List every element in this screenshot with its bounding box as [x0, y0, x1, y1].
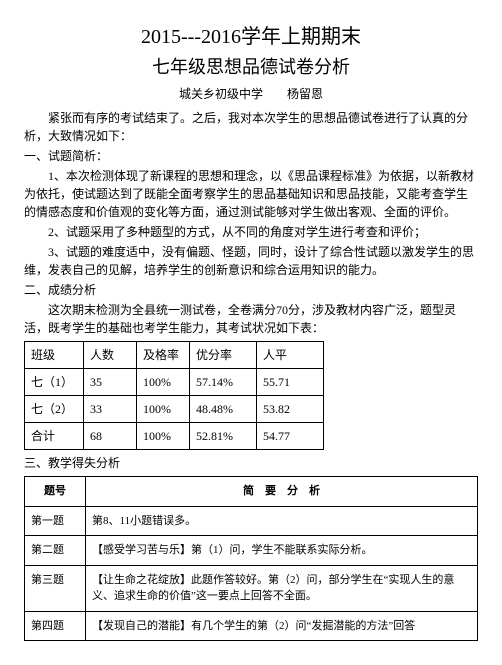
- table-header-row: 题号 简 要 分 析: [25, 477, 478, 507]
- scores-cell: 合计: [25, 423, 84, 450]
- scores-cell: 54.77: [257, 423, 324, 450]
- scores-cell: 52.81%: [190, 423, 257, 450]
- scores-cell: 33: [84, 396, 137, 423]
- analysis-text: 【感受学习苦与乐】第（1）问，学生不能联系实际分析。: [86, 536, 478, 566]
- intro-paragraph: 紧张而有序的考试结束了。之后，我对本次学生的思想品德试卷进行了认真的分析，大致情…: [24, 109, 478, 145]
- scores-cell: 七（1）: [25, 369, 84, 396]
- scores-cell: 七（2）: [25, 396, 84, 423]
- analysis-qnum: 第二题: [25, 536, 86, 566]
- analysis-header: 题号: [25, 477, 86, 507]
- scores-header: 人平: [257, 342, 324, 369]
- table-row: 第一题 第8、11小题错误多。: [25, 506, 478, 536]
- table-row: 第二题 【感受学习苦与乐】第（1）问，学生不能联系实际分析。: [25, 536, 478, 566]
- scores-header: 优分率: [190, 342, 257, 369]
- scores-cell: 35: [84, 369, 137, 396]
- table-row: 第四题 【发现自己的潜能】有几个学生的第（2）问“发掘潜能的方法”回答: [25, 611, 478, 641]
- scores-cell: 68: [84, 423, 137, 450]
- section2-p1: 这次期末检测为全县统一测试卷，全卷满分70分，涉及教材内容广泛，题型灵活，既考学…: [24, 301, 478, 337]
- scores-header: 班级: [25, 342, 84, 369]
- analysis-text: 【让生命之花绽放】此题作答较好。第（2）问，部分学生在“实现人生的意义、追求生命…: [86, 565, 478, 611]
- scores-cell: 48.48%: [190, 396, 257, 423]
- table-header-row: 班级 人数 及格率 优分率 人平: [25, 342, 324, 369]
- analysis-text: 第8、11小题错误多。: [86, 506, 478, 536]
- scores-cell: 100%: [137, 423, 190, 450]
- scores-cell: 55.71: [257, 369, 324, 396]
- title-sub: 七年级思想品德试卷分析: [24, 54, 478, 81]
- table-row: 七（1） 35 100% 57.14% 55.71: [25, 369, 324, 396]
- analysis-qnum: 第三题: [25, 565, 86, 611]
- section3-heading: 三、教学得失分析: [24, 454, 478, 472]
- analysis-header: 简 要 分 析: [86, 477, 478, 507]
- section1-heading: 一、试题简析：: [24, 147, 478, 165]
- analysis-qnum: 第四题: [25, 611, 86, 641]
- analysis-text: 【发现自己的潜能】有几个学生的第（2）问“发掘潜能的方法”回答: [86, 611, 478, 641]
- table-row: 合计 68 100% 52.81% 54.77: [25, 423, 324, 450]
- scores-cell: 100%: [137, 396, 190, 423]
- scores-cell: 53.82: [257, 396, 324, 423]
- section1-p2: 2、试题采用了多种题型的方式，从不同的角度对学生进行考查和评价；: [24, 223, 478, 241]
- section2-heading: 二、成绩分析: [24, 281, 478, 299]
- title-main: 2015---2016学年上期期末: [24, 22, 478, 52]
- scores-cell: 57.14%: [190, 369, 257, 396]
- section1-p1: 1、本次检测体现了新课程的思想和理念，以《思品课程标准》为依据，以新教材为依托，…: [24, 167, 478, 221]
- section1-p3: 3、试题的难度适中，没有偏题、怪题，同时，设计了综合性试题以激发学生的思维，发表…: [24, 243, 478, 279]
- table-row: 第三题 【让生命之花绽放】此题作答较好。第（2）问，部分学生在“实现人生的意义、…: [25, 565, 478, 611]
- scores-table: 班级 人数 及格率 优分率 人平 七（1） 35 100% 57.14% 55.…: [24, 341, 324, 450]
- table-row: 七（2） 33 100% 48.48% 53.82: [25, 396, 324, 423]
- byline: 城关乡初级中学 杨留恩: [24, 85, 478, 103]
- analysis-qnum: 第一题: [25, 506, 86, 536]
- scores-cell: 100%: [137, 369, 190, 396]
- analysis-table: 题号 简 要 分 析 第一题 第8、11小题错误多。 第二题 【感受学习苦与乐】…: [24, 476, 478, 641]
- scores-header: 人数: [84, 342, 137, 369]
- scores-header: 及格率: [137, 342, 190, 369]
